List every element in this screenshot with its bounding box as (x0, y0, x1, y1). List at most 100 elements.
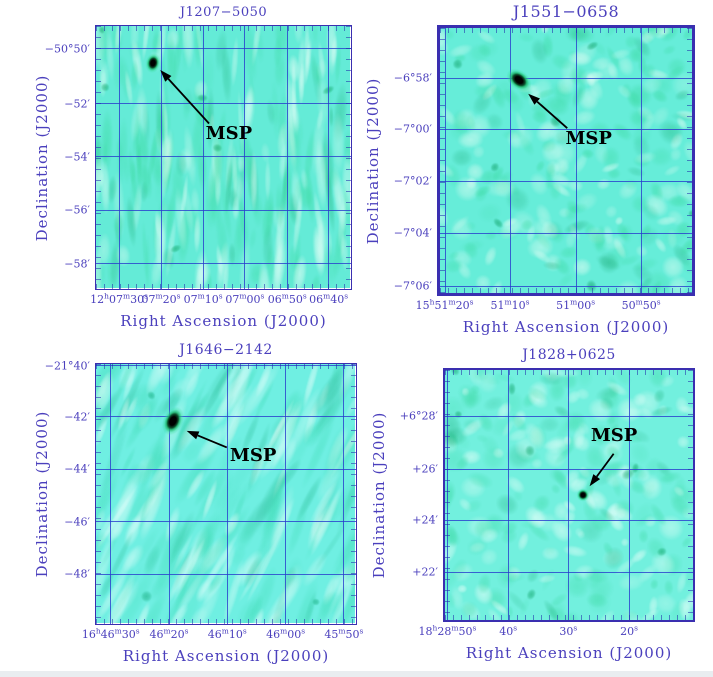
y-tick-label: −44′ (64, 462, 90, 476)
x-tick-label: 45m50s (324, 626, 364, 641)
x-tick-label: 46m10s (207, 626, 247, 641)
minor-ticks (687, 28, 692, 293)
sky-map: MSP (443, 368, 695, 622)
ra-gridline (285, 364, 287, 624)
dec-gridline (440, 233, 692, 235)
x-tick-label: 07m00s (225, 291, 265, 306)
dec-gridline (96, 209, 351, 211)
y-axis-title: Declination (J2000) (33, 410, 51, 578)
minor-ticks (688, 370, 693, 620)
x-tick-label: 07m20s (141, 291, 181, 306)
minor-ticks (440, 28, 692, 33)
ra-gridline (629, 370, 631, 620)
sky-map: MSP (437, 25, 695, 296)
ra-gridline (118, 26, 120, 289)
minor-ticks (445, 370, 450, 620)
ra-gridline (641, 28, 643, 293)
ra-gridline (202, 26, 204, 289)
sky-map: MSP (95, 25, 352, 290)
x-tick-label: 18h28m50s (418, 623, 477, 638)
radio-intensity-map (440, 28, 692, 293)
ra-gridline (244, 26, 246, 289)
ra-gridline (508, 370, 510, 620)
dec-gridline (96, 156, 351, 158)
y-tick-label: −6°58′ (393, 71, 432, 85)
minor-ticks (440, 28, 445, 293)
x-tick-label: 51m00s (556, 297, 596, 312)
y-tick-label: +6°28′ (399, 409, 438, 423)
radio-intensity-map (96, 364, 355, 623)
dec-gridline (96, 103, 351, 105)
y-tick-label: −46′ (64, 515, 90, 529)
minor-ticks (96, 364, 356, 369)
ra-gridline (226, 364, 228, 624)
y-tick-label: +24′ (412, 513, 438, 526)
y-tick-label: −7°00′ (393, 122, 432, 136)
ra-gridline (160, 26, 162, 289)
y-axis-title: Declination (J2000) (33, 74, 51, 241)
msp-annotation: MSP (590, 425, 638, 446)
y-tick-label: +22′ (412, 565, 438, 579)
y-tick-label: −7°02′ (393, 174, 432, 188)
x-tick-label: 06m50s (267, 291, 307, 306)
y-tick-label: −21°40′ (44, 359, 90, 373)
y-tick-label: −54′ (64, 150, 90, 164)
minor-ticks (96, 26, 101, 289)
dec-gridline (96, 263, 351, 265)
dec-gridline (445, 468, 693, 470)
x-tick-label: 30s (559, 623, 578, 638)
dec-gridline (445, 571, 693, 573)
ra-gridline (328, 26, 330, 289)
dec-gridline (440, 181, 692, 183)
y-tick-label: −50°50′ (44, 42, 90, 56)
x-tick-label: 46m20s (149, 626, 189, 641)
y-tick-label: −58′ (64, 257, 90, 271)
minor-ticks (96, 619, 356, 624)
x-tick-label: 50m50s (621, 297, 661, 312)
x-tick-label: 16h46m30s (81, 626, 140, 641)
msp-arrow-icon (160, 70, 210, 125)
minor-ticks (96, 26, 351, 31)
y-tick-label: +26′ (412, 462, 438, 475)
minor-ticks (96, 284, 351, 289)
panel-title: J1828+0625 (522, 347, 616, 363)
ra-gridline (110, 364, 112, 624)
y-tick-label: −48′ (64, 567, 90, 581)
msp-arrow-icon (186, 430, 228, 449)
y-tick-label: −42′ (64, 410, 90, 424)
y-tick-label: −56′ (64, 203, 90, 217)
y-tick-label: −52′ (64, 97, 90, 111)
x-axis-title: Right Ascension (J2000) (122, 647, 330, 665)
dec-gridline (96, 48, 351, 50)
x-axis-title: Right Ascension (J2000) (462, 318, 670, 336)
minor-ticks (96, 364, 101, 624)
dec-gridline (96, 468, 356, 470)
msp-annotation: MSP (229, 445, 277, 467)
y-tick-label: −7°06′ (393, 279, 432, 293)
minor-ticks (351, 364, 356, 624)
y-axis-title: Declination (J2000) (364, 77, 382, 244)
y-tick-label: −7°04′ (393, 226, 432, 240)
ra-gridline (343, 364, 345, 624)
msp-arrow-icon (528, 93, 568, 129)
minor-ticks (346, 26, 351, 289)
x-tick-label: 15h51m20s (415, 297, 474, 312)
ra-gridline (568, 370, 570, 620)
minor-ticks (445, 615, 693, 620)
msp-source-spot (576, 488, 590, 502)
dec-gridline (445, 416, 693, 418)
ra-gridline (444, 28, 446, 293)
sky-map: MSP (95, 363, 357, 625)
msp-arrow-icon (589, 453, 615, 487)
dec-gridline (96, 573, 356, 575)
x-tick-label: 06m40s (309, 291, 349, 306)
dec-gridline (445, 519, 693, 521)
panel-title: J1551−0658 (512, 2, 620, 21)
dec-gridline (440, 128, 692, 130)
x-axis-title: Right Ascension (J2000) (465, 644, 673, 662)
x-tick-label: 07m10s (183, 291, 223, 306)
msp-annotation: MSP (205, 122, 253, 144)
x-tick-label: 46m00s (266, 626, 306, 641)
x-tick-label: 40s (499, 623, 518, 638)
